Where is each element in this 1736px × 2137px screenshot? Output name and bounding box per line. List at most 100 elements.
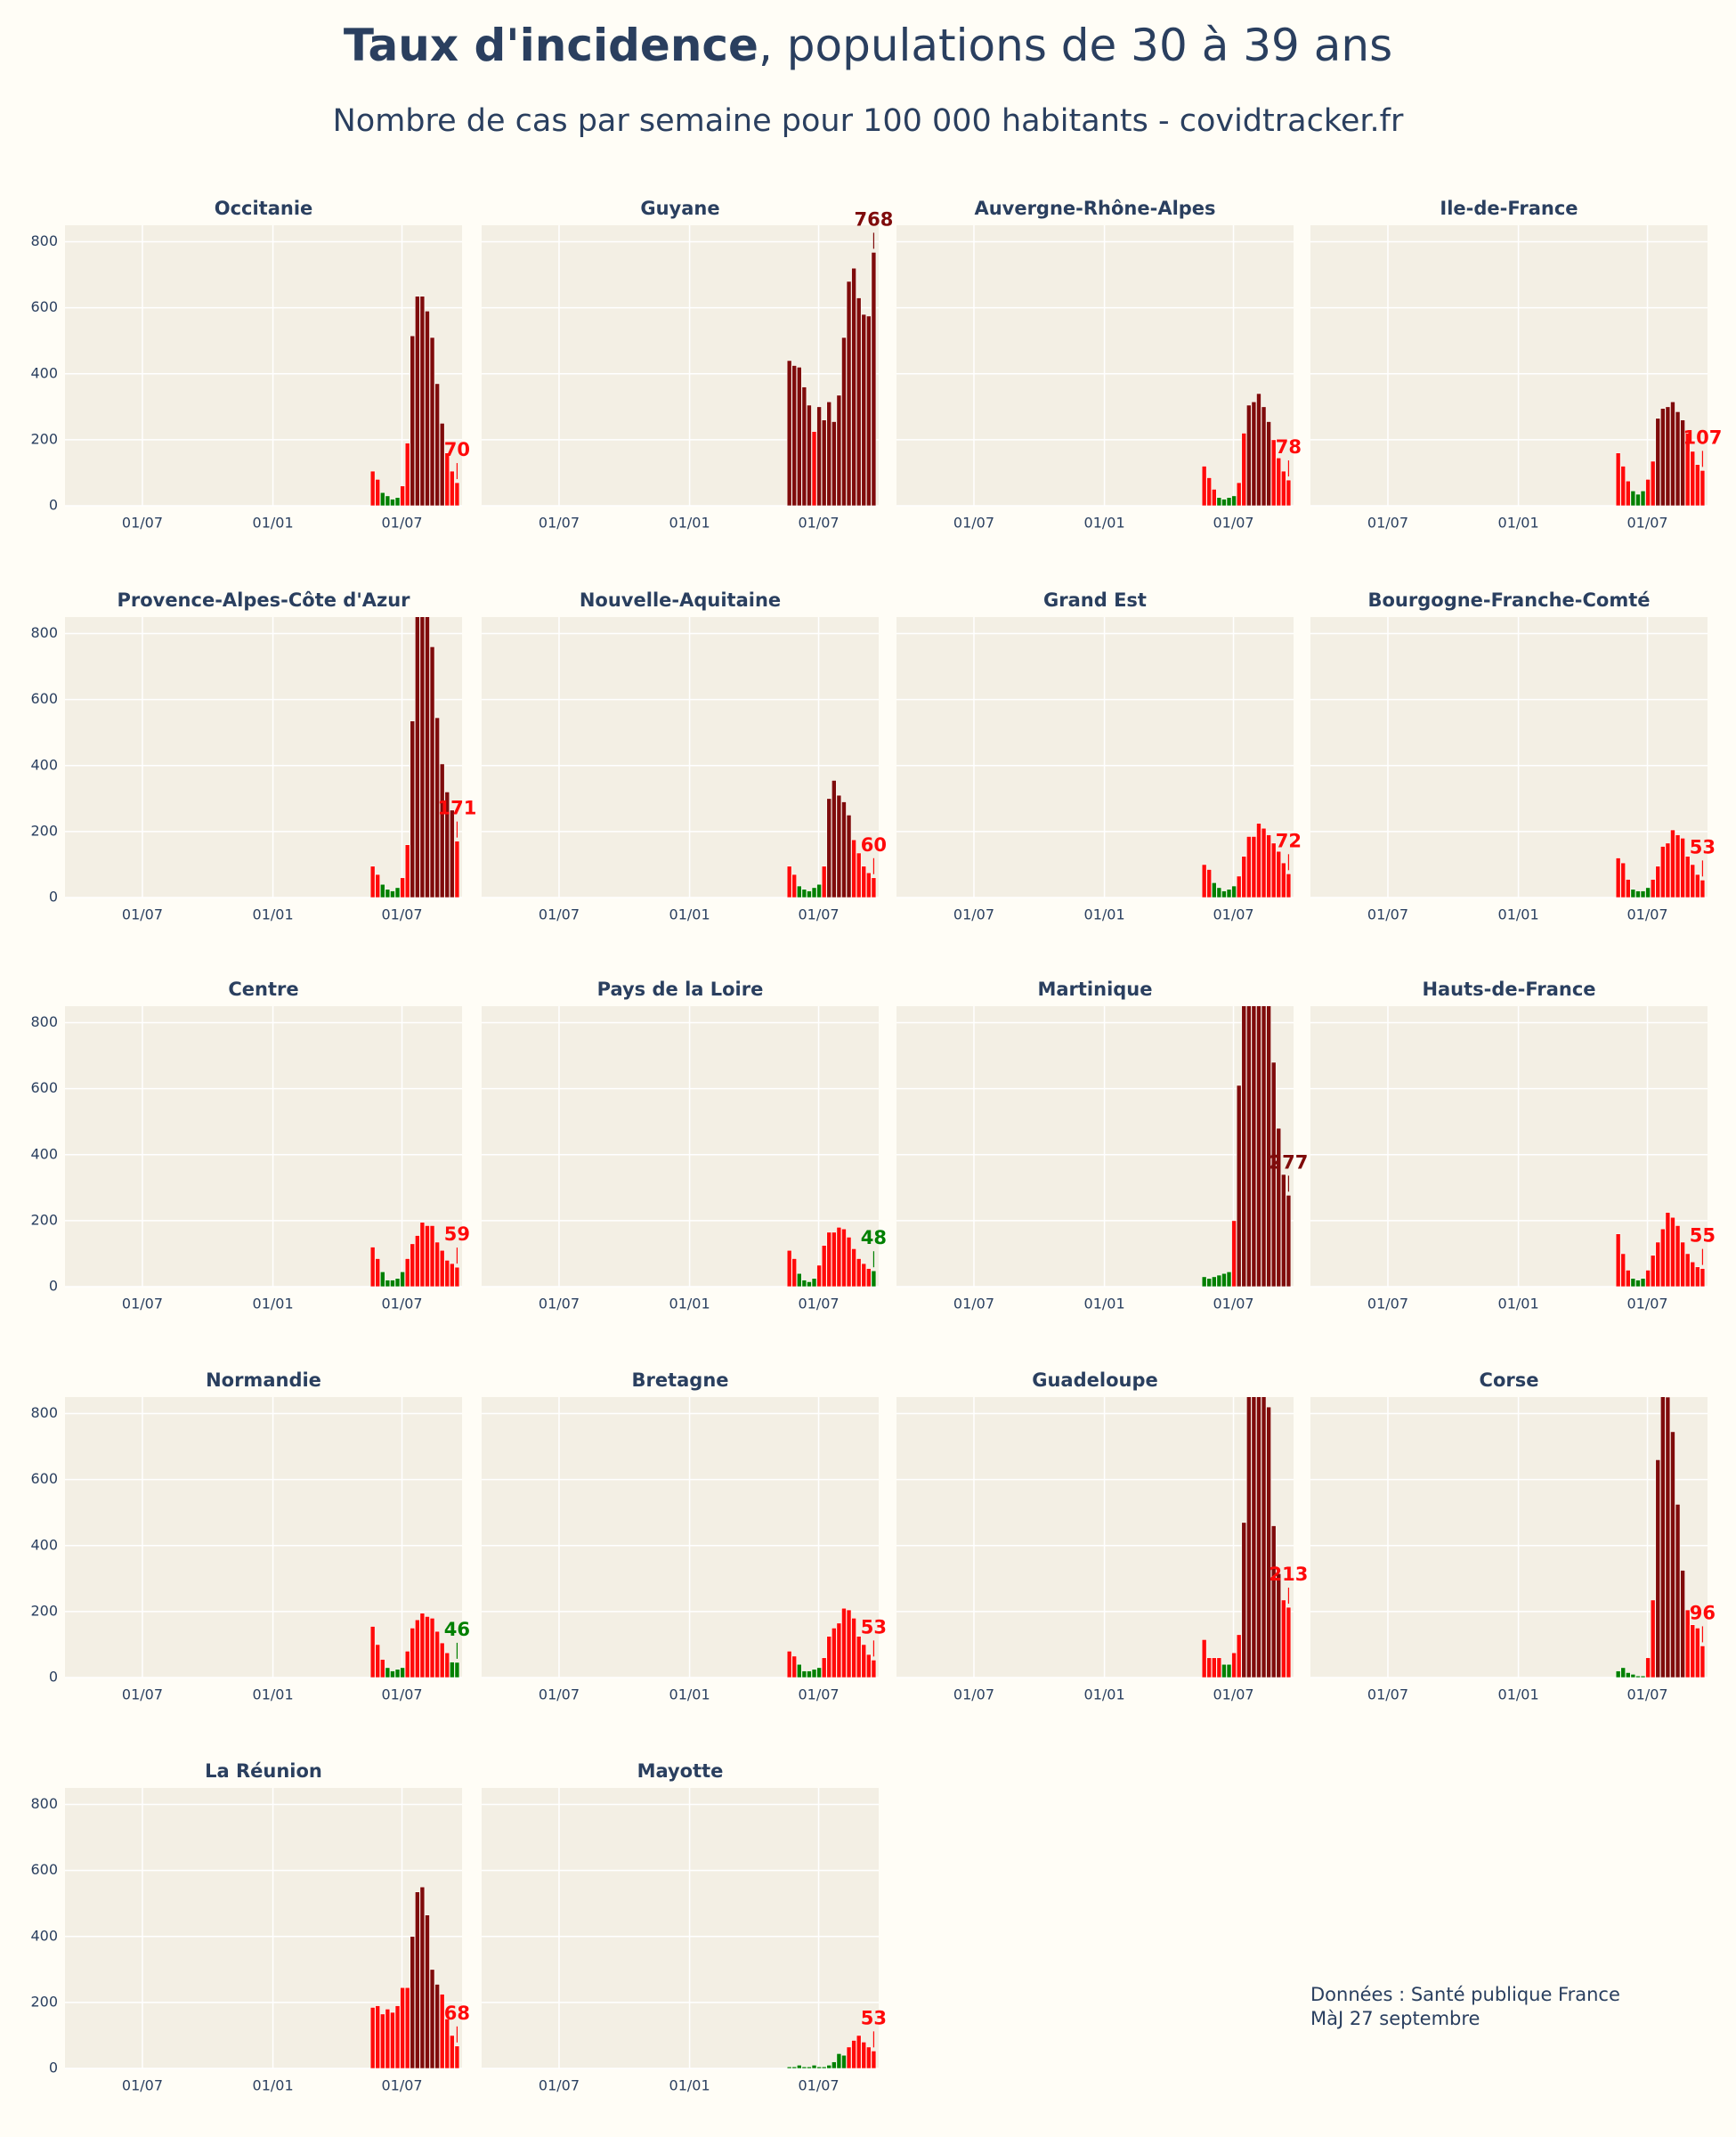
bar bbox=[856, 297, 862, 506]
bar bbox=[1670, 401, 1675, 506]
bar bbox=[841, 1607, 847, 1678]
plot-background bbox=[896, 1006, 1294, 1287]
bar bbox=[861, 313, 867, 506]
bar bbox=[1650, 1255, 1656, 1287]
bar bbox=[846, 1609, 852, 1678]
bar bbox=[1655, 865, 1661, 898]
value-label: 53 bbox=[1690, 836, 1716, 857]
bar bbox=[375, 1258, 381, 1287]
bar bbox=[444, 452, 450, 506]
bar bbox=[1216, 1657, 1222, 1678]
bar bbox=[429, 646, 435, 898]
bar bbox=[786, 2066, 792, 2068]
bar bbox=[444, 792, 450, 898]
bar bbox=[439, 1249, 445, 1287]
x-tick-label: 01/07 bbox=[1213, 1296, 1253, 1312]
y-tick-label: 800 bbox=[30, 1013, 58, 1030]
bar bbox=[866, 315, 872, 506]
bar bbox=[1620, 1667, 1626, 1678]
bar bbox=[1620, 1253, 1626, 1287]
bar bbox=[1241, 1006, 1247, 1287]
x-tick-label: 01/07 bbox=[381, 1686, 422, 1703]
panel-title: Martinique bbox=[1037, 979, 1152, 1000]
bar bbox=[1201, 1276, 1207, 1287]
y-tick-label: 800 bbox=[30, 1404, 58, 1421]
bar bbox=[1266, 1006, 1271, 1287]
bar bbox=[836, 2053, 842, 2068]
bar bbox=[856, 852, 862, 898]
bar bbox=[1286, 479, 1292, 506]
x-tick-label: 01/07 bbox=[122, 2077, 163, 2094]
x-tick-label: 01/01 bbox=[1498, 1686, 1539, 1703]
bar bbox=[1650, 1599, 1656, 1678]
bar bbox=[811, 431, 817, 506]
x-tick-label: 01/07 bbox=[1367, 1686, 1408, 1703]
bar bbox=[1645, 1657, 1651, 1678]
bar bbox=[1680, 837, 1685, 898]
bar bbox=[846, 1237, 852, 1287]
bar bbox=[1655, 1241, 1661, 1287]
bar bbox=[791, 2066, 798, 2068]
bar bbox=[796, 367, 802, 506]
bar bbox=[1236, 482, 1242, 506]
bar bbox=[400, 485, 405, 506]
bar bbox=[1675, 834, 1681, 898]
bar bbox=[415, 1235, 420, 1287]
bar bbox=[454, 841, 460, 898]
bar bbox=[1699, 880, 1706, 898]
plot-background bbox=[896, 617, 1294, 898]
x-tick-label: 01/07 bbox=[381, 1296, 422, 1312]
bar bbox=[1615, 452, 1621, 506]
bar bbox=[1236, 1634, 1242, 1678]
plot-background bbox=[482, 617, 879, 898]
bars bbox=[369, 1613, 460, 1678]
x-tick-label: 01/07 bbox=[539, 515, 580, 532]
x-tick-label: 01/07 bbox=[798, 1686, 839, 1703]
bar bbox=[385, 2008, 391, 2068]
source-note: Données : Santé publique France bbox=[1310, 1984, 1620, 2005]
bar bbox=[1625, 1270, 1631, 1287]
bar bbox=[1660, 1397, 1666, 1678]
panel-title: Grand Est bbox=[1043, 589, 1147, 611]
bar bbox=[415, 1619, 420, 1678]
y-tick-label: 0 bbox=[49, 2060, 58, 2076]
bar bbox=[1246, 836, 1252, 898]
bar bbox=[379, 1272, 385, 1287]
x-tick-label: 01/07 bbox=[1626, 906, 1667, 923]
panel-title: La Réunion bbox=[205, 1760, 322, 1782]
y-tick-label: 600 bbox=[30, 298, 58, 315]
bar bbox=[1655, 418, 1661, 506]
bar bbox=[390, 1280, 395, 1287]
bar bbox=[390, 1670, 395, 1678]
bar bbox=[1251, 401, 1257, 506]
plot-background bbox=[896, 225, 1294, 506]
x-tick-label: 01/07 bbox=[1626, 1296, 1667, 1312]
bar bbox=[1620, 862, 1626, 898]
bar bbox=[444, 1652, 450, 1678]
y-tick-label: 200 bbox=[30, 1602, 58, 1619]
bar bbox=[856, 1636, 862, 1678]
value-label: 171 bbox=[438, 798, 477, 819]
bar bbox=[1635, 890, 1641, 898]
bar bbox=[410, 335, 416, 506]
bars bbox=[1201, 823, 1292, 898]
bar bbox=[404, 1258, 410, 1287]
bar bbox=[394, 497, 401, 506]
x-tick-label: 01/07 bbox=[1213, 1686, 1253, 1703]
x-tick-label: 01/01 bbox=[253, 515, 294, 532]
bar bbox=[429, 1617, 435, 1678]
x-tick-label: 01/07 bbox=[1626, 1686, 1667, 1703]
bar bbox=[454, 2045, 460, 2068]
bar bbox=[375, 1644, 381, 1678]
bar bbox=[375, 2005, 381, 2068]
bar bbox=[444, 1260, 450, 1287]
bar bbox=[1650, 879, 1656, 898]
bar bbox=[1615, 1670, 1621, 1678]
bar bbox=[861, 2042, 867, 2068]
bar bbox=[390, 890, 395, 898]
bars bbox=[1615, 1212, 1706, 1287]
plot-background bbox=[896, 1397, 1294, 1678]
bar bbox=[1216, 1274, 1222, 1287]
bar bbox=[1276, 1572, 1282, 1678]
bar bbox=[791, 365, 798, 506]
